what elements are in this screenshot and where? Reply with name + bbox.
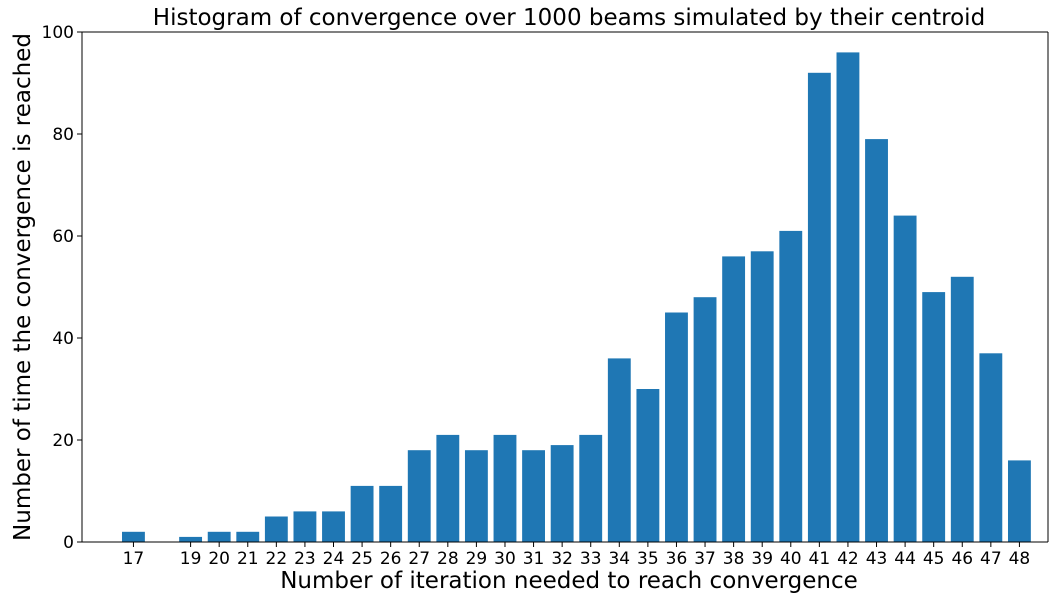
x-tick-label-20: 20 xyxy=(208,549,230,569)
x-tick-label-48: 48 xyxy=(1009,549,1031,569)
bar-47 xyxy=(979,353,1003,542)
x-tick-label-47: 47 xyxy=(980,549,1002,569)
bar-34 xyxy=(607,358,631,542)
bar-43 xyxy=(865,139,888,542)
y-tick-label-60: 60 xyxy=(52,227,74,247)
x-tick-label-27: 27 xyxy=(408,549,430,569)
bar-31 xyxy=(522,450,545,542)
bar-42 xyxy=(836,52,860,543)
x-tick-label-29: 29 xyxy=(466,549,488,569)
bar-32 xyxy=(550,445,574,542)
bar-23 xyxy=(293,511,317,542)
bar-17 xyxy=(122,531,145,542)
bar-44 xyxy=(893,215,917,542)
y-tick-label-20: 20 xyxy=(52,431,74,451)
x-tick-label-34: 34 xyxy=(608,549,630,569)
y-axis-label: Number of time the convergence is reache… xyxy=(10,33,36,541)
x-axis-label: Number of iteration needed to reach conv… xyxy=(280,568,858,594)
x-tick-label-31: 31 xyxy=(523,549,545,569)
bar-40 xyxy=(779,230,803,542)
bar-45 xyxy=(922,292,946,542)
bar-19 xyxy=(179,536,203,542)
bar-37 xyxy=(693,297,717,542)
axes-group xyxy=(81,31,1049,543)
x-tick-label-37: 37 xyxy=(694,549,716,569)
x-tick-label-30: 30 xyxy=(494,549,516,569)
bar-48 xyxy=(1007,460,1031,542)
x-tick-label-33: 33 xyxy=(580,549,602,569)
y-tick-label-80: 80 xyxy=(52,125,74,145)
x-tick-label-26: 26 xyxy=(380,549,402,569)
x-tick-label-38: 38 xyxy=(723,549,745,569)
bar-28 xyxy=(436,434,460,542)
bar-30 xyxy=(493,434,517,542)
bar-36 xyxy=(665,312,688,542)
x-tick-label-39: 39 xyxy=(751,549,773,569)
bar-35 xyxy=(636,389,660,542)
x-tick-label-41: 41 xyxy=(809,549,831,569)
x-tick-label-28: 28 xyxy=(437,549,459,569)
y-tick-label-0: 0 xyxy=(63,533,74,553)
x-tick-label-40: 40 xyxy=(780,549,802,569)
x-tick-label-23: 23 xyxy=(294,549,316,569)
x-ticks-group: 17 19 20 21 22 23 24 25 26 27 28 29 30 31 32 33 34 35 36 37… xyxy=(123,542,1031,569)
y-tick-label-100: 100 xyxy=(42,23,74,43)
bar-29 xyxy=(464,450,488,542)
x-tick-label-25: 25 xyxy=(351,549,373,569)
x-tick-label-42: 42 xyxy=(837,549,859,569)
chart-title: Histogram of convergence over 1000 beams… xyxy=(153,5,985,31)
x-tick-label-19: 19 xyxy=(180,549,202,569)
x-tick-label-17: 17 xyxy=(123,549,145,569)
bar-38 xyxy=(722,256,746,542)
bar-20 xyxy=(207,531,231,542)
y-tick-label-40: 40 xyxy=(52,329,74,349)
bar-39 xyxy=(750,251,774,543)
bars-group xyxy=(122,52,1031,543)
x-tick-label-36: 36 xyxy=(666,549,688,569)
x-tick-label-21: 21 xyxy=(237,549,259,569)
bar-46 xyxy=(950,276,974,542)
bar-21 xyxy=(236,531,260,542)
x-tick-label-45: 45 xyxy=(923,549,945,569)
y-ticks-group: 0 20 40 60 80 100 xyxy=(42,23,82,553)
bar-33 xyxy=(579,434,603,542)
bar-24 xyxy=(322,511,345,542)
x-tick-label-43: 43 xyxy=(866,549,888,569)
x-tick-label-22: 22 xyxy=(266,549,288,569)
x-tick-label-35: 35 xyxy=(637,549,659,569)
bar-27 xyxy=(407,450,431,542)
bar-22 xyxy=(264,516,288,542)
x-tick-label-24: 24 xyxy=(323,549,345,569)
x-tick-label-46: 46 xyxy=(951,549,973,569)
x-tick-label-44: 44 xyxy=(894,549,916,569)
bar-25 xyxy=(350,485,374,542)
bar-41 xyxy=(807,72,831,543)
bar-26 xyxy=(379,485,403,542)
x-tick-label-32: 32 xyxy=(551,549,573,569)
